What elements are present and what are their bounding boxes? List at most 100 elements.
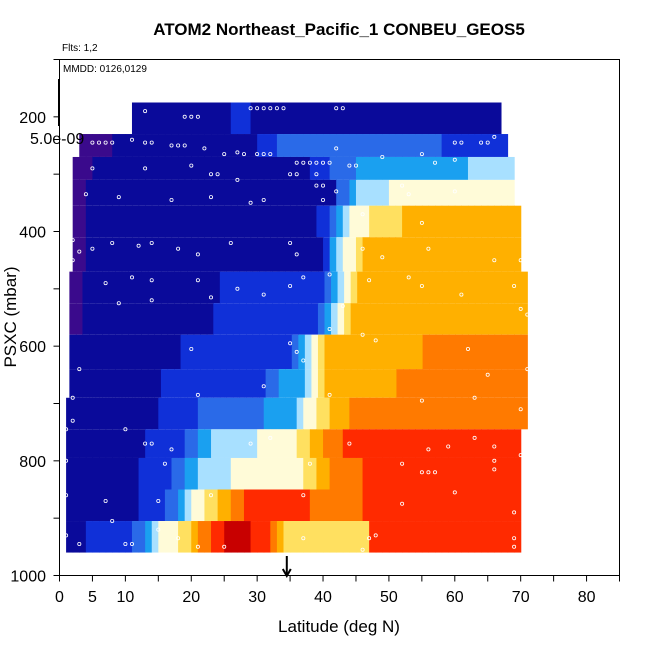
heatmap-cell xyxy=(375,457,383,490)
x-tick-label: 0 xyxy=(55,589,64,606)
heatmap-cell xyxy=(317,303,326,335)
heatmap-cell xyxy=(455,303,463,335)
heatmap-cell xyxy=(421,429,430,458)
heatmap-cell xyxy=(191,489,199,522)
obs-point xyxy=(406,192,411,197)
heatmap-cell xyxy=(324,271,332,304)
heatmap-cell xyxy=(134,369,142,398)
heatmap-cell xyxy=(224,429,232,458)
heatmap-cell xyxy=(429,334,437,370)
heatmap-cell xyxy=(402,179,410,206)
heatmap-cell xyxy=(324,334,332,370)
heatmap-cell xyxy=(92,521,100,553)
heatmap-cell xyxy=(239,369,247,398)
heatmap-cell xyxy=(501,271,509,304)
obs-point xyxy=(492,258,497,263)
obs-point xyxy=(518,407,523,412)
heatmap-cell xyxy=(303,457,311,490)
heatmap-row xyxy=(66,489,522,522)
heatmap-cell xyxy=(494,179,502,206)
obs-point xyxy=(116,195,121,200)
heatmap-cell xyxy=(336,179,344,206)
heatmap-cell xyxy=(494,489,502,522)
heatmap-cell xyxy=(278,303,286,335)
heatmap-cell xyxy=(272,369,280,398)
heatmap-cell xyxy=(500,429,509,458)
heatmap-cell xyxy=(85,205,94,238)
heatmap-cell xyxy=(369,429,377,458)
heatmap-cell xyxy=(243,179,252,206)
heatmap-cell xyxy=(115,369,123,398)
heatmap-cell xyxy=(415,397,423,430)
obs-point xyxy=(110,140,115,145)
heatmap-cell xyxy=(154,369,162,398)
heatmap-cell xyxy=(178,521,186,553)
heatmap-cell xyxy=(219,303,227,335)
heatmap-cell xyxy=(99,429,107,458)
heatmap-cell xyxy=(138,179,146,206)
heatmap-cell xyxy=(171,102,179,135)
heatmap-cell xyxy=(219,369,227,398)
heatmap-cell xyxy=(428,237,436,272)
heatmap-cell xyxy=(461,102,469,135)
heatmap-cell xyxy=(283,156,291,180)
heatmap-cell xyxy=(507,205,515,238)
heatmap-cell xyxy=(69,271,77,304)
heatmap-cell xyxy=(382,397,390,430)
heatmap-cell xyxy=(428,457,436,490)
heatmap-cell xyxy=(402,303,411,335)
heatmap-cell xyxy=(85,521,94,553)
heatmap-cell xyxy=(99,156,107,180)
heatmap-cell xyxy=(257,102,265,135)
heatmap-cell xyxy=(441,457,449,490)
heatmap-cell xyxy=(259,334,267,370)
heatmap-cell xyxy=(402,334,411,370)
heatmap-cell xyxy=(272,303,280,335)
heatmap-cell xyxy=(520,397,528,430)
heatmap-cell xyxy=(204,429,212,458)
heatmap-cell xyxy=(79,457,87,490)
obs-point xyxy=(512,283,517,288)
obs-point xyxy=(347,163,352,168)
heatmap-cell xyxy=(191,429,199,458)
heatmap-cell xyxy=(164,457,173,490)
heatmap-cell xyxy=(151,489,159,522)
obs-point xyxy=(143,441,148,446)
heatmap-cell xyxy=(467,237,476,272)
heatmap-cell xyxy=(402,271,411,304)
heatmap-cell xyxy=(243,521,252,553)
obs-point xyxy=(518,306,523,311)
obs-point xyxy=(320,160,325,165)
heatmap-cell xyxy=(187,334,195,370)
heatmap-cell xyxy=(184,134,192,157)
obs-point xyxy=(353,163,358,168)
heatmap-cell xyxy=(355,429,364,458)
heatmap-cell xyxy=(89,271,97,304)
heatmap-cell xyxy=(164,102,173,135)
heatmap-cell xyxy=(131,457,140,490)
heatmap-cell xyxy=(213,369,221,398)
heatmap-cell xyxy=(395,102,403,135)
heatmap-cell xyxy=(369,489,377,522)
heatmap-cell xyxy=(102,271,110,304)
heatmap-cell xyxy=(388,397,397,430)
heatmap-cell xyxy=(428,102,436,135)
heatmap-cell xyxy=(402,237,410,272)
heatmap-cell xyxy=(105,237,113,272)
obs-point xyxy=(77,367,82,372)
heatmap-cell xyxy=(488,334,496,370)
heatmap-cell xyxy=(72,156,80,180)
heatmap-cell xyxy=(474,489,482,522)
heatmap-cell xyxy=(99,237,107,272)
heatmap-cell xyxy=(375,397,383,430)
heatmap-cell xyxy=(441,489,449,522)
heatmap-cell xyxy=(105,397,113,430)
obs-point xyxy=(110,519,115,524)
heatmap-cell xyxy=(454,457,462,490)
heatmap-cell xyxy=(145,457,153,490)
heatmap-cell xyxy=(265,369,273,398)
heatmap-cell xyxy=(178,102,186,135)
heatmap-cell xyxy=(494,271,502,304)
heatmap-cell xyxy=(304,369,312,398)
obs-point xyxy=(241,152,246,157)
